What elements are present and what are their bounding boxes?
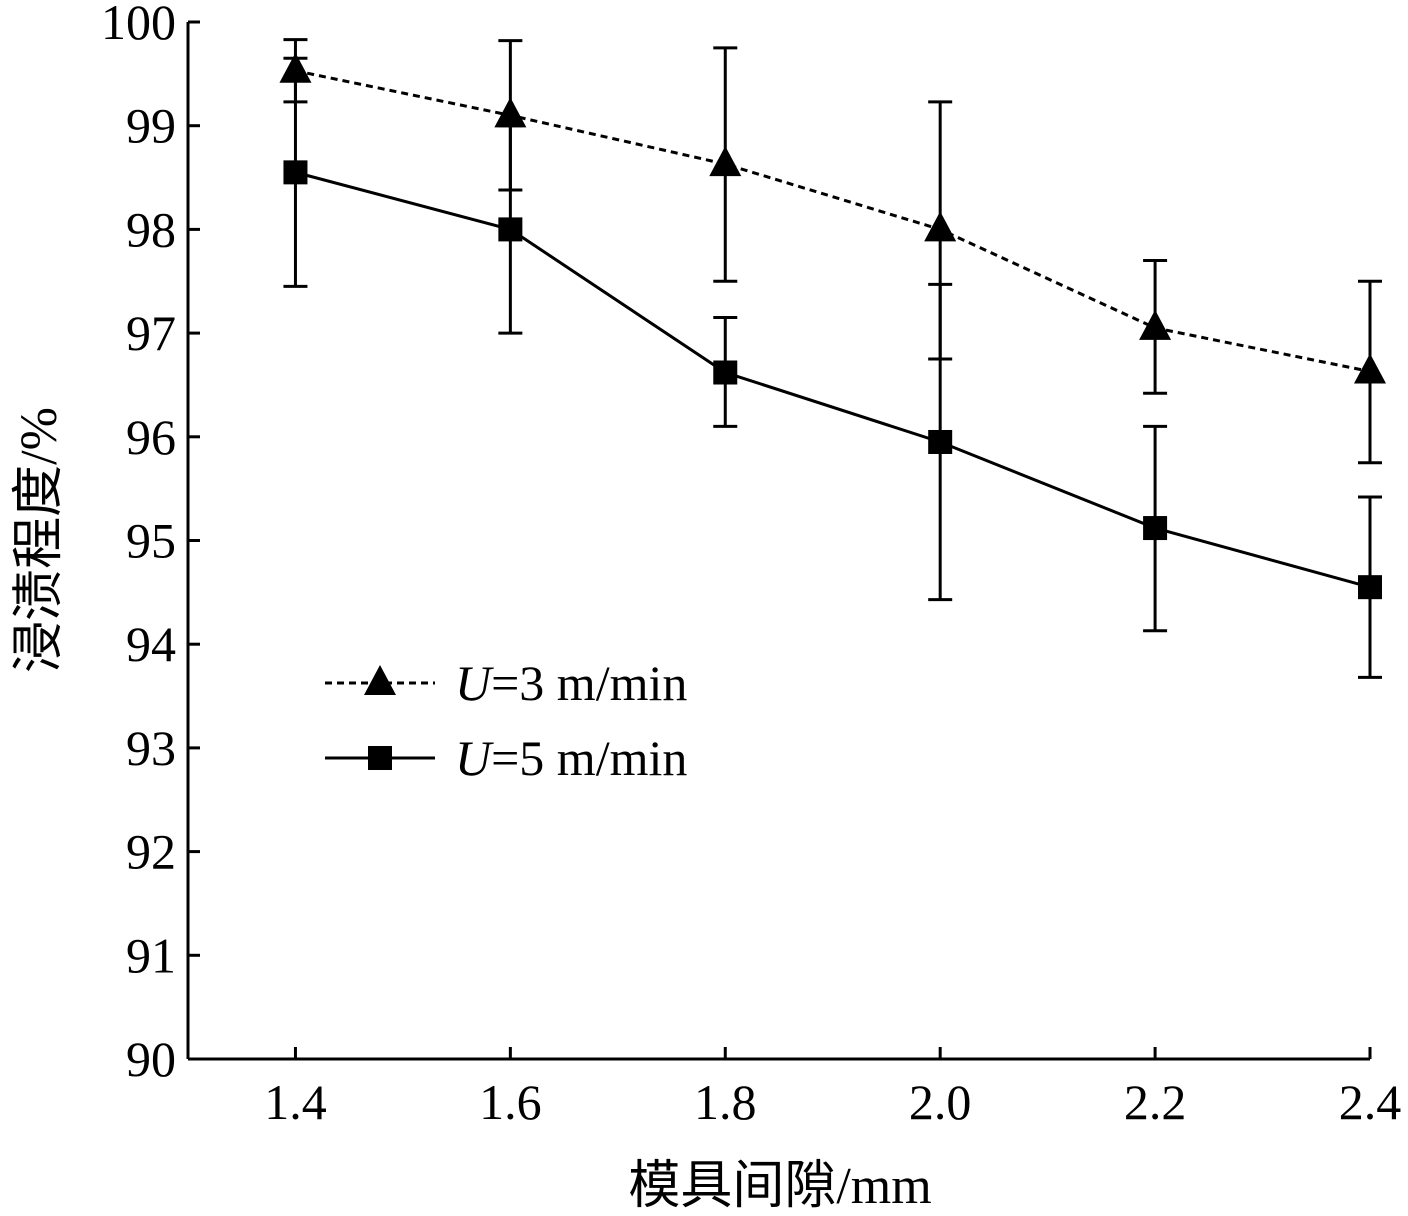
data-point-u3 xyxy=(494,97,527,128)
y-tick-label: 92 xyxy=(126,824,176,880)
y-tick-label: 90 xyxy=(126,1031,176,1087)
y-axis-label: 浸渍程度/% xyxy=(11,407,68,673)
data-point-u3 xyxy=(709,146,742,177)
series-line-u5 xyxy=(295,170,1371,589)
x-tick-label: 2.4 xyxy=(1339,1074,1402,1130)
y-tick-label: 91 xyxy=(126,927,176,983)
data-point-u3 xyxy=(924,211,957,242)
y-tick-label: 93 xyxy=(126,720,176,776)
data-point-u3 xyxy=(1354,353,1386,384)
data-point-u5 xyxy=(498,217,523,242)
data-point-u5 xyxy=(1358,575,1382,600)
series-line-u3 xyxy=(295,69,1371,373)
legend-item-u5: U=5 m/min xyxy=(325,730,687,786)
legend-marker-u5 xyxy=(368,746,392,770)
y-tick-label: 98 xyxy=(126,201,176,257)
legend-item-u3: U=3 m/min xyxy=(325,655,687,711)
y-tick-label: 100 xyxy=(101,0,176,50)
data-point-u5 xyxy=(713,360,738,385)
legend-marker-u3 xyxy=(364,665,396,695)
x-tick-label: 1.8 xyxy=(694,1074,757,1130)
data-point-u3 xyxy=(1139,309,1172,340)
legend-label-u5: U=5 m/min xyxy=(455,730,687,786)
x-tick-label: 2.0 xyxy=(909,1074,972,1130)
y-tick-label: 94 xyxy=(126,616,176,672)
data-point-u3 xyxy=(279,52,312,83)
data-point-u5 xyxy=(1143,516,1168,541)
legend-label-u3: U=3 m/min xyxy=(455,655,687,711)
x-tick-label: 2.2 xyxy=(1124,1074,1187,1130)
data-point-u5 xyxy=(283,160,308,185)
data-point-u5 xyxy=(928,429,953,454)
y-tick-label: 99 xyxy=(126,98,176,154)
y-tick-label: 96 xyxy=(126,409,176,465)
x-axis-label: 模具间隙/mm xyxy=(628,1158,931,1212)
x-tick-label: 1.6 xyxy=(479,1074,542,1130)
x-tick-label: 1.4 xyxy=(264,1074,327,1130)
y-tick-label: 97 xyxy=(126,305,176,361)
y-tick-label: 95 xyxy=(126,513,176,569)
